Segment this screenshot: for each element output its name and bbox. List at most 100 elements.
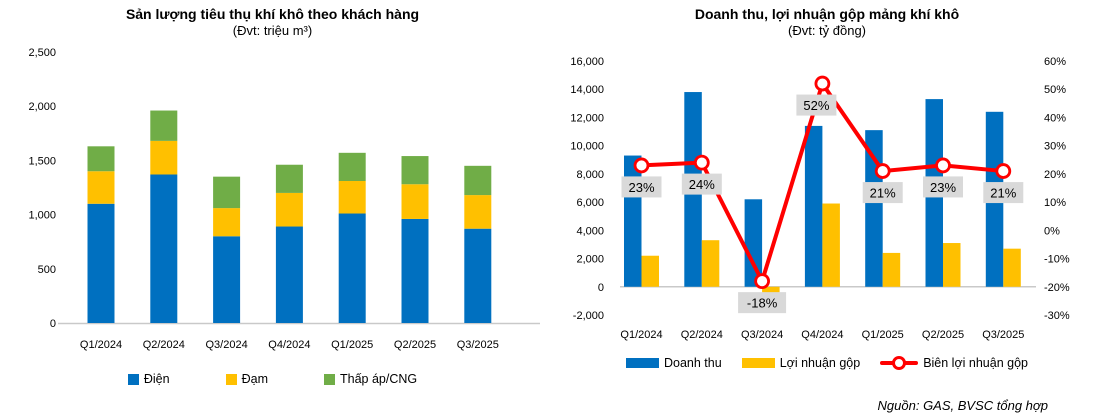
right-chart-right-axis-tick-label: -30% [1044, 310, 1070, 322]
green-square-swatch-icon [324, 373, 335, 385]
left-x-axis-label: Q1/2024 [80, 339, 122, 351]
right-chart-left-axis-tick-label: 4,000 [576, 225, 604, 237]
line-marker [693, 154, 710, 171]
stacked-bar-segment [338, 180, 366, 214]
legend-item-thap-ap-cng: Thấp áp/CNG [324, 372, 417, 386]
legend-label: Doanh thu [664, 356, 722, 370]
left-y-axis-tick-label: 2,000 [28, 101, 56, 113]
gas-volume-chart-panel: Sản lượng tiêu thụ khí khô theo khách hà… [0, 0, 545, 420]
right-chart-subtitle: (Đvt: tỷ đồng) [787, 23, 867, 38]
right-chart-right-axis-tick-label: -10% [1044, 254, 1070, 266]
left-chart-legend: Điện Đạm Thấp áp/CNG [0, 372, 545, 386]
data-label-text: 23% [628, 180, 654, 195]
blue-bar-swatch-icon [626, 358, 659, 368]
right-x-axis-label: Q2/2025 [922, 329, 964, 341]
data-label-box [862, 182, 903, 204]
stacked-bar-segment [464, 195, 492, 229]
yellow-bar-swatch-icon [741, 358, 775, 368]
stacked-bar-segment [464, 228, 492, 323]
stacked-bar-segment [213, 176, 241, 209]
data-label-text: 23% [930, 180, 956, 195]
right-chart-left-axis-tick-label: 6,000 [576, 197, 604, 209]
legend-label: Điện [143, 372, 170, 386]
left-y-axis-tick-label: 1,000 [28, 210, 56, 222]
right-x-axis-label: Q1/2025 [862, 329, 904, 341]
red-line-swatch-icon [880, 356, 919, 370]
right-chart-left-axis-tick-label: 0 [598, 282, 604, 294]
right-chart-right-axis-tick-label: 40% [1044, 112, 1066, 124]
right-chart-left-axis-tick-label: 14,000 [570, 84, 604, 96]
right-chart-title: Doanh thu, lợi nhuận gộp mảng khí khô [694, 6, 960, 22]
left-x-axis-label: Q1/2025 [331, 339, 373, 351]
stacked-bar-segment [338, 152, 366, 181]
right-chart-right-axis-tick-label: 60% [1044, 56, 1066, 68]
right-chart-right-axis-tick-label: 20% [1044, 169, 1066, 181]
grouped-bar [804, 125, 823, 287]
line-marker [874, 163, 891, 179]
grouped-bar [822, 203, 840, 287]
right-chart-left-axis-tick-label: 10,000 [570, 141, 604, 153]
stacked-bar-segment [213, 208, 241, 237]
right-chart-right-axis-tick-label: 30% [1044, 141, 1066, 153]
right-chart-left-axis-tick-label: -2,000 [573, 310, 604, 322]
stacked-bar-segment [213, 236, 241, 323]
data-label-box [738, 292, 787, 314]
stacked-bar-segment [338, 213, 366, 323]
stacked-bar-segment [401, 218, 429, 323]
legend-item-dam: Đạm [225, 372, 268, 386]
left-y-axis-tick-label: 0 [50, 318, 56, 330]
left-x-axis-label: Q2/2024 [143, 339, 185, 351]
source-note: Nguồn: GAS, BVSC tổng hợp [877, 398, 1048, 413]
left-chart-subtitle: (Đvt: triệu m³) [232, 23, 313, 38]
stacked-bar-segment [87, 171, 115, 204]
stacked-bar-segment [87, 203, 115, 323]
stacked-bar-segment [401, 156, 429, 185]
data-label-text: 52% [803, 98, 829, 113]
right-chart-right-axis-tick-label: 50% [1044, 84, 1066, 96]
right-chart-left-axis-tick-label: 12,000 [570, 112, 604, 124]
grouped-bar [641, 255, 659, 287]
data-label-box [621, 176, 662, 198]
data-label-text: -18% [747, 296, 778, 311]
data-label-text: 24% [689, 177, 715, 192]
legend-label: Lợi nhuận gộp [779, 356, 861, 370]
stacked-bar-segment [150, 140, 178, 175]
legend-item-bien-loi-nhuan-gop: Biên lợi nhuận gộp [880, 356, 1028, 370]
right-chart-right-axis-tick-label: 0% [1044, 225, 1060, 237]
legend-label: Biên lợi nhuận gộp [923, 356, 1028, 370]
right-x-axis-label: Q4/2024 [801, 329, 843, 341]
left-y-axis-tick-label: 1,500 [28, 155, 56, 167]
grouped-bar [1003, 248, 1021, 287]
right-x-axis-label: Q3/2024 [741, 329, 783, 341]
grouped-bar [701, 240, 720, 287]
yellow-square-swatch-icon [225, 373, 237, 385]
left-y-axis-tick-label: 500 [38, 264, 56, 276]
data-label-box [983, 182, 1024, 204]
data-label-text: 21% [990, 186, 1016, 201]
grouped-bar [882, 252, 901, 287]
stacked-bar-segment [401, 184, 429, 219]
legend-label: Đạm [241, 372, 268, 386]
stacked-bar-segment [275, 192, 303, 227]
left-y-axis-tick-label: 2,500 [28, 47, 56, 59]
left-x-axis-label: Q4/2024 [268, 339, 310, 351]
right-chart-legend: Doanh thu Lợi nhuận gộp Biên lợi nhuận g… [560, 356, 1094, 370]
revenue-profit-chart-panel: Doanh thu, lợi nhuận gộp mảng khí khô (Đ… [560, 0, 1094, 420]
grouped-bar [943, 243, 961, 287]
right-x-axis-label: Q3/2025 [982, 329, 1024, 341]
stacked-bar-segment [150, 110, 178, 141]
right-chart-left-axis-tick-label: 8,000 [576, 169, 604, 181]
line-marker [633, 157, 650, 174]
left-x-axis-label: Q3/2025 [457, 339, 499, 351]
stacked-bar-segment [464, 165, 492, 196]
right-x-axis-label: Q2/2024 [681, 329, 723, 341]
line-marker-dot-icon [892, 356, 907, 370]
line-marker [935, 157, 951, 174]
legend-item-dien: Điện [127, 372, 170, 386]
grouped-bar [744, 199, 763, 287]
right-x-axis-label: Q1/2024 [620, 329, 662, 341]
legend-item-doanh-thu: Doanh thu [626, 356, 722, 370]
left-x-axis-label: Q3/2024 [205, 339, 247, 351]
